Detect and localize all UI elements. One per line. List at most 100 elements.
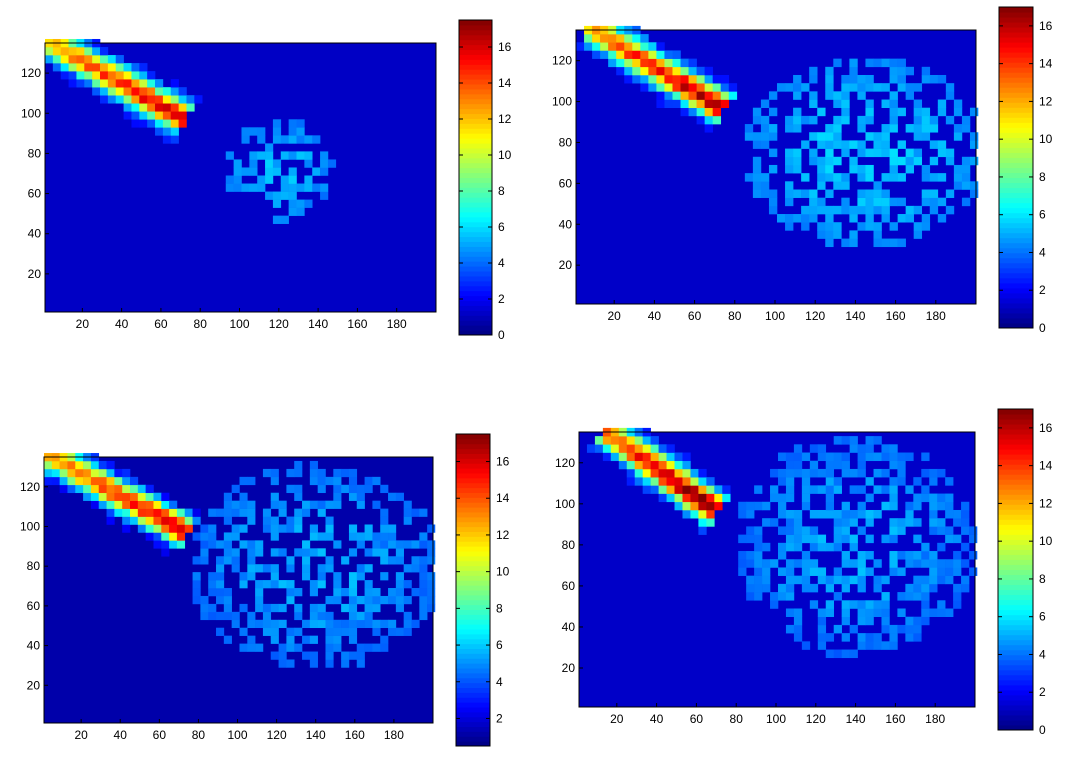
x-tick-label: 120 bbox=[805, 309, 825, 323]
axes-frame bbox=[44, 42, 437, 313]
y-tick-label: 60 bbox=[27, 599, 41, 613]
y-tick-label: 80 bbox=[27, 559, 41, 573]
colorbar-tick-label: 4 bbox=[1039, 647, 1046, 661]
x-tick-label: 180 bbox=[387, 317, 407, 331]
x-tick-label: 160 bbox=[345, 728, 365, 742]
colorbar-tick-label: 12 bbox=[498, 112, 512, 126]
y-tick-label: 80 bbox=[559, 135, 573, 149]
heatmap-cells bbox=[44, 453, 436, 668]
colorbar-tick-label: 6 bbox=[496, 638, 503, 652]
heatmap-panel-bottom-left: 20 40 60 80 100 120 140 160 180 20 40 60 80 100 120 2 4 6… bbox=[20, 433, 510, 747]
colorbar-tick-label: 2 bbox=[1039, 283, 1046, 297]
x-tick-label: 120 bbox=[806, 712, 826, 726]
heatmap-cells bbox=[586, 427, 978, 659]
heatmap-cells bbox=[576, 25, 979, 248]
colorbar-tick-label: 0 bbox=[1039, 723, 1046, 737]
heatmap-panel-top-right: 20 40 60 80 100 120 140 160 180 20 40 60 80 100 120 0 2 4… bbox=[552, 6, 1053, 335]
x-tick-label: 80 bbox=[728, 309, 742, 323]
colorbar-frame bbox=[455, 433, 491, 747]
colorbar-tick-label: 6 bbox=[1039, 610, 1046, 624]
y-tick-label: 120 bbox=[20, 480, 40, 494]
x-tick-label: 180 bbox=[925, 712, 945, 726]
y-tick-label: 100 bbox=[21, 106, 41, 120]
x-tick-label: 60 bbox=[690, 712, 704, 726]
colorbar-tick-label: 12 bbox=[1039, 496, 1053, 510]
axes-frame bbox=[578, 431, 976, 708]
colorbar-frame bbox=[458, 19, 493, 336]
x-tick-label: 120 bbox=[269, 317, 289, 331]
colorbar: 0 2 4 6 8 10 12 14 16 bbox=[458, 19, 512, 342]
x-tick-label: 20 bbox=[608, 309, 622, 323]
colorbar: 0 2 4 6 8 10 12 14 16 bbox=[997, 408, 1053, 737]
x-tick-label: 140 bbox=[845, 309, 865, 323]
y-tick-label: 120 bbox=[555, 456, 575, 470]
colorbar-tick-label: 4 bbox=[496, 675, 503, 689]
x-tick-label: 160 bbox=[347, 317, 367, 331]
y-tick-label: 60 bbox=[28, 187, 42, 201]
colorbar-tick-label: 16 bbox=[496, 455, 510, 469]
x-tick-label: 140 bbox=[846, 712, 866, 726]
colorbar-tick-label: 4 bbox=[1039, 245, 1046, 259]
y-tick-label: 120 bbox=[21, 66, 41, 80]
x-tick-label: 100 bbox=[765, 309, 785, 323]
colorbar-tick-label: 6 bbox=[1039, 208, 1046, 222]
colorbar: 2 4 6 8 10 12 14 16 bbox=[455, 433, 510, 747]
y-tick-label: 80 bbox=[28, 146, 42, 160]
heatmap-panel-top-left: 20 40 60 80 100 120 140 160 180 20 40 60 80 100 120 0 2 4… bbox=[21, 19, 512, 342]
x-tick-label: 80 bbox=[192, 728, 206, 742]
colorbar-tick-label: 8 bbox=[496, 601, 503, 615]
y-tick-label: 100 bbox=[555, 497, 575, 511]
y-tick-label: 100 bbox=[20, 519, 40, 533]
colorbar-tick-label: 14 bbox=[498, 76, 512, 90]
y-tick-label: 40 bbox=[28, 227, 42, 241]
y-tick-label: 20 bbox=[28, 267, 42, 281]
y-tick-label: 40 bbox=[559, 217, 573, 231]
colorbar-tick-label: 8 bbox=[1039, 572, 1046, 586]
y-tick-label: 20 bbox=[559, 258, 573, 272]
colorbar-tick-label: 10 bbox=[1039, 132, 1053, 146]
colorbar-tick-label: 0 bbox=[498, 328, 505, 342]
colorbar-tick-label: 10 bbox=[496, 565, 510, 579]
colorbar-tick-label: 12 bbox=[1039, 94, 1053, 108]
x-tick-label: 100 bbox=[766, 712, 786, 726]
axes-frame bbox=[575, 29, 977, 305]
colorbar-frame bbox=[997, 408, 1034, 731]
colorbar-tick-label: 2 bbox=[498, 292, 505, 306]
colorbar-tick-label: 14 bbox=[1039, 57, 1053, 71]
x-tick-label: 140 bbox=[306, 728, 326, 742]
y-tick-label: 20 bbox=[27, 678, 41, 692]
y-tick-label: 40 bbox=[562, 620, 576, 634]
colorbar-tick-label: 16 bbox=[1039, 421, 1053, 435]
x-tick-label: 100 bbox=[230, 317, 250, 331]
colorbar-tick-label: 14 bbox=[1039, 459, 1053, 473]
y-tick-label: 60 bbox=[562, 579, 576, 593]
y-tick-label: 20 bbox=[562, 661, 576, 675]
x-tick-label: 20 bbox=[74, 728, 88, 742]
x-tick-label: 60 bbox=[688, 309, 702, 323]
x-tick-label: 160 bbox=[885, 712, 905, 726]
colorbar-tick-label: 2 bbox=[496, 711, 503, 725]
colorbar-tick-label: 8 bbox=[498, 184, 505, 198]
x-tick-label: 160 bbox=[886, 309, 906, 323]
colorbar-tick-label: 10 bbox=[498, 148, 512, 162]
y-tick-label: 120 bbox=[552, 54, 572, 68]
x-tick-label: 140 bbox=[308, 317, 328, 331]
x-tick-label: 80 bbox=[194, 317, 208, 331]
x-tick-label: 60 bbox=[154, 317, 168, 331]
y-tick-label: 100 bbox=[552, 95, 572, 109]
colorbar-tick-label: 16 bbox=[498, 40, 512, 54]
x-tick-label: 120 bbox=[267, 728, 287, 742]
colorbar-tick-label: 14 bbox=[496, 491, 510, 505]
colorbar-tick-label: 0 bbox=[1039, 321, 1046, 335]
x-tick-label: 180 bbox=[926, 309, 946, 323]
x-tick-label: 100 bbox=[228, 728, 248, 742]
x-tick-label: 40 bbox=[648, 309, 662, 323]
x-tick-label: 20 bbox=[76, 317, 90, 331]
colorbar-tick-label: 8 bbox=[1039, 170, 1046, 184]
x-tick-label: 80 bbox=[730, 712, 744, 726]
colorbar-frame bbox=[998, 6, 1034, 329]
x-tick-label: 20 bbox=[610, 712, 624, 726]
y-tick-label: 80 bbox=[562, 538, 576, 552]
x-tick-label: 40 bbox=[114, 728, 128, 742]
colorbar-tick-label: 4 bbox=[498, 256, 505, 270]
